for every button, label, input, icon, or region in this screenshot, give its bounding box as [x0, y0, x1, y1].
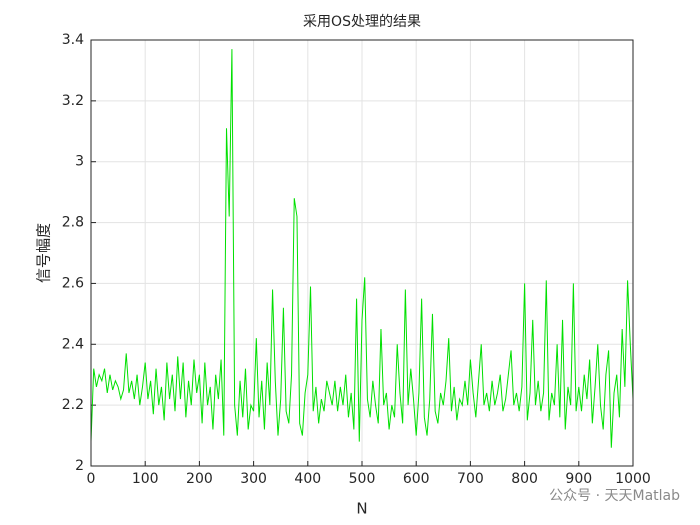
watermark: 公众号 · 天天Matlab	[549, 488, 680, 504]
x-tick-label: 700	[457, 471, 484, 487]
y-tick-label: 2	[75, 458, 84, 474]
x-tick-label: 400	[294, 471, 321, 487]
signal-line	[90, 49, 634, 448]
x-axis-label: N	[356, 500, 367, 518]
plot-lines	[90, 49, 634, 448]
chart-title: 采用OS处理的结果	[303, 14, 421, 30]
y-tick-label: 3.2	[62, 93, 84, 109]
x-tick-label: 300	[240, 471, 267, 487]
x-tick-label: 600	[403, 471, 430, 487]
y-axis-label: 信号幅度	[35, 223, 53, 283]
y-tick-label: 2.2	[62, 397, 84, 413]
x-tick-label: 800	[511, 471, 538, 487]
y-tick-label: 2.6	[62, 275, 84, 291]
tick-labels: 0 100 200 300 400 500 600 700 800 900 1000 2 2.2 2.4 2…	[62, 32, 651, 487]
x-tick-label: 0	[87, 471, 96, 487]
x-tick-label: 200	[186, 471, 213, 487]
x-tick-label: 900	[565, 471, 592, 487]
y-tick-label: 3	[75, 154, 84, 170]
x-tick-label: 500	[349, 471, 376, 487]
y-tick-label: 2.8	[62, 215, 84, 231]
x-tick-label: 1000	[615, 471, 651, 487]
y-tick-label: 3.4	[62, 32, 84, 48]
y-tick-label: 2.4	[62, 336, 84, 352]
axes-box	[90, 39, 634, 467]
x-tick-label: 100	[132, 471, 159, 487]
